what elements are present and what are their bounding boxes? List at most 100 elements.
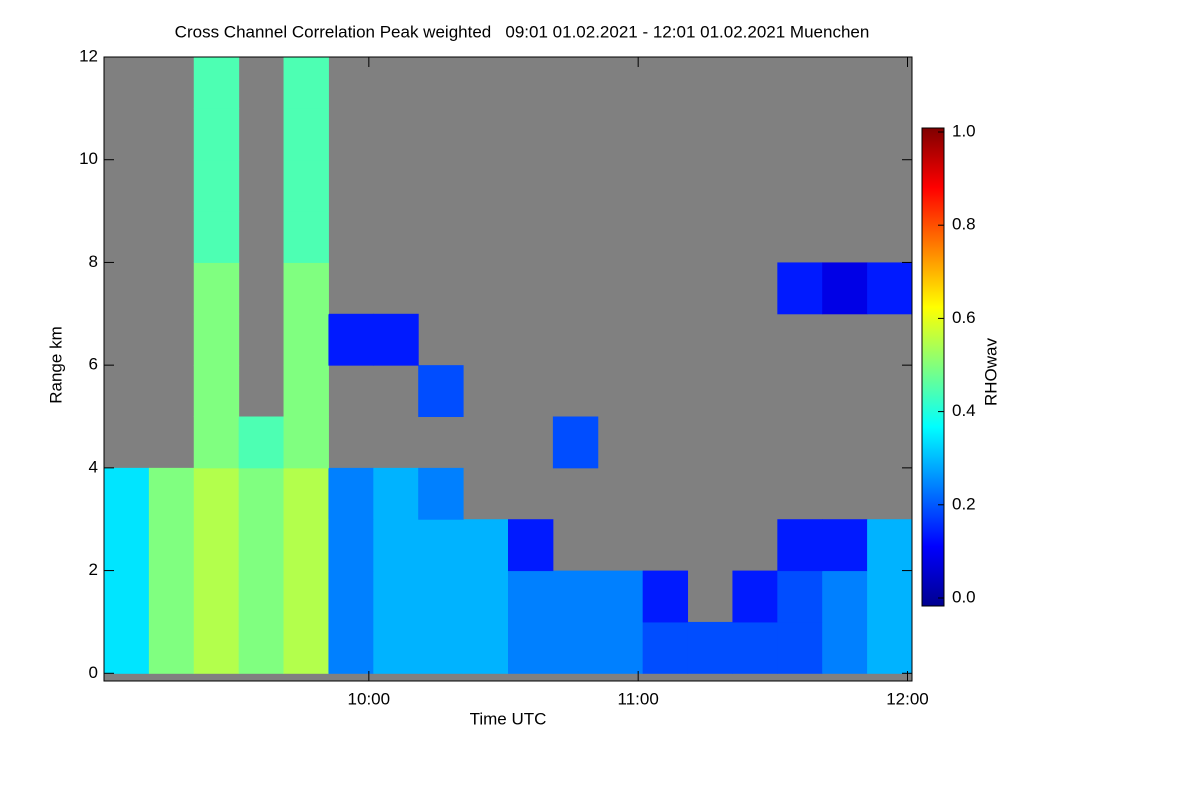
heatmap-cell [104, 467, 150, 520]
heatmap-cell [777, 570, 823, 623]
heatmap-cell [418, 570, 464, 623]
heatmap-cell [552, 570, 599, 623]
colorbar-tick-label: 0.4 [952, 401, 976, 420]
heatmap-cell [104, 570, 150, 623]
heatmap-cell [193, 416, 240, 469]
heatmap-cell [238, 416, 285, 469]
heatmap-cell [867, 570, 913, 623]
colorbar-tick-label: 0.2 [952, 494, 976, 513]
heatmap-cell [238, 570, 285, 623]
heatmap-cell [283, 57, 329, 109]
x-tick-label: 11:00 [618, 689, 659, 708]
colorbar-tick-label: 0.6 [952, 308, 976, 327]
heatmap-cell [283, 519, 329, 572]
heatmap-cell [597, 621, 644, 674]
heatmap-cell [463, 519, 509, 572]
heatmap-cell [104, 519, 150, 572]
x-tick-label: 12:00 [886, 689, 929, 708]
heatmap-cell [777, 262, 823, 315]
heatmap-cell [193, 519, 240, 572]
plot-frame [103, 56, 913, 682]
colorbar-tick-label: 0.8 [952, 215, 976, 234]
heatmap-cell [283, 365, 329, 418]
heatmap-cell [193, 57, 240, 109]
heatmap-cell [193, 211, 240, 263]
heatmap-cell [328, 313, 374, 366]
heatmap-cell [418, 467, 464, 520]
heatmap-cell [822, 262, 868, 315]
heatmap-cell [283, 262, 329, 315]
heatmap-cell [732, 570, 778, 623]
y-tick-label: 2 [89, 560, 98, 579]
heatmap-cell [373, 467, 419, 520]
heatmap-cell [508, 519, 554, 572]
heatmap-cell [193, 262, 240, 315]
y-axis-label: Range km [46, 326, 65, 403]
y-tick-label: 6 [89, 355, 98, 374]
heatmap-cell [867, 519, 913, 572]
heatmap-cell [238, 519, 285, 572]
heatmap-cell [508, 621, 554, 674]
chart-title: Cross Channel Correlation Peak weighted … [175, 22, 870, 41]
x-tick-label: 10:00 [348, 689, 391, 708]
heatmap-cell [193, 621, 240, 674]
heatmap-cell [193, 467, 240, 520]
colorbar-label: RHOwav [981, 337, 1000, 406]
heatmap-cell [283, 159, 329, 212]
heatmap-cell [193, 108, 240, 161]
heatmap-cell [193, 365, 240, 418]
heatmap-cell [867, 262, 913, 315]
heatmap-cell [822, 621, 868, 674]
y-tick-label: 4 [89, 457, 98, 476]
heatmap-cell [193, 159, 240, 212]
heatmap-cell [552, 416, 599, 469]
heatmap-cell [328, 467, 374, 520]
heatmap-cell [328, 519, 374, 572]
y-tick-label: 8 [89, 252, 98, 271]
colorbar-tick-label: 0.0 [952, 587, 976, 606]
heatmap-cell [418, 365, 464, 418]
heatmap-cell [193, 313, 240, 366]
heatmap-cell [508, 570, 554, 623]
y-tick-label: 12 [79, 46, 98, 65]
heatmap-cell [238, 467, 285, 520]
heatmap-cell [283, 570, 329, 623]
heatmap-cell [418, 621, 464, 674]
heatmap-cell [732, 621, 778, 674]
heatmap-cell [283, 416, 329, 469]
heatmap-cell [777, 519, 823, 572]
heatmap-cell [283, 621, 329, 674]
heatmap-cell [642, 621, 689, 674]
heatmap-cell [642, 570, 689, 623]
heatmap-cell [597, 570, 644, 623]
heatmap-cell [283, 211, 329, 263]
heatmap-cell [373, 570, 419, 623]
heatmap-cell [238, 621, 285, 674]
heatmap-cell [148, 621, 195, 674]
heatmap-cell [822, 519, 868, 572]
heatmap-cell [283, 467, 329, 520]
heatmap-cell [463, 570, 509, 623]
heatmap-cell [373, 313, 419, 366]
heatmap-cell [148, 570, 195, 623]
heatmap-cell [148, 467, 195, 520]
heatmap-cell [463, 621, 509, 674]
heatmap-cell [148, 519, 195, 572]
heatmap-cell [418, 519, 464, 572]
heatmap-cell [687, 621, 733, 674]
heatmap-cell [283, 313, 329, 366]
heatmap-cell [104, 621, 150, 674]
heatmap-cell [867, 621, 913, 674]
heatmap-cell [822, 570, 868, 623]
heatmap-cell [193, 570, 240, 623]
heatmap-cell [328, 621, 374, 674]
heatmap-cell [552, 621, 599, 674]
heatmap-cell [373, 519, 419, 572]
x-axis-label: Time UTC [470, 709, 547, 728]
y-tick-label: 10 [79, 149, 98, 168]
heatmap-cell [777, 621, 823, 674]
colorbar-tick-label: 1.0 [952, 121, 976, 140]
colorbar [921, 127, 945, 607]
heatmap-cell [373, 621, 419, 674]
